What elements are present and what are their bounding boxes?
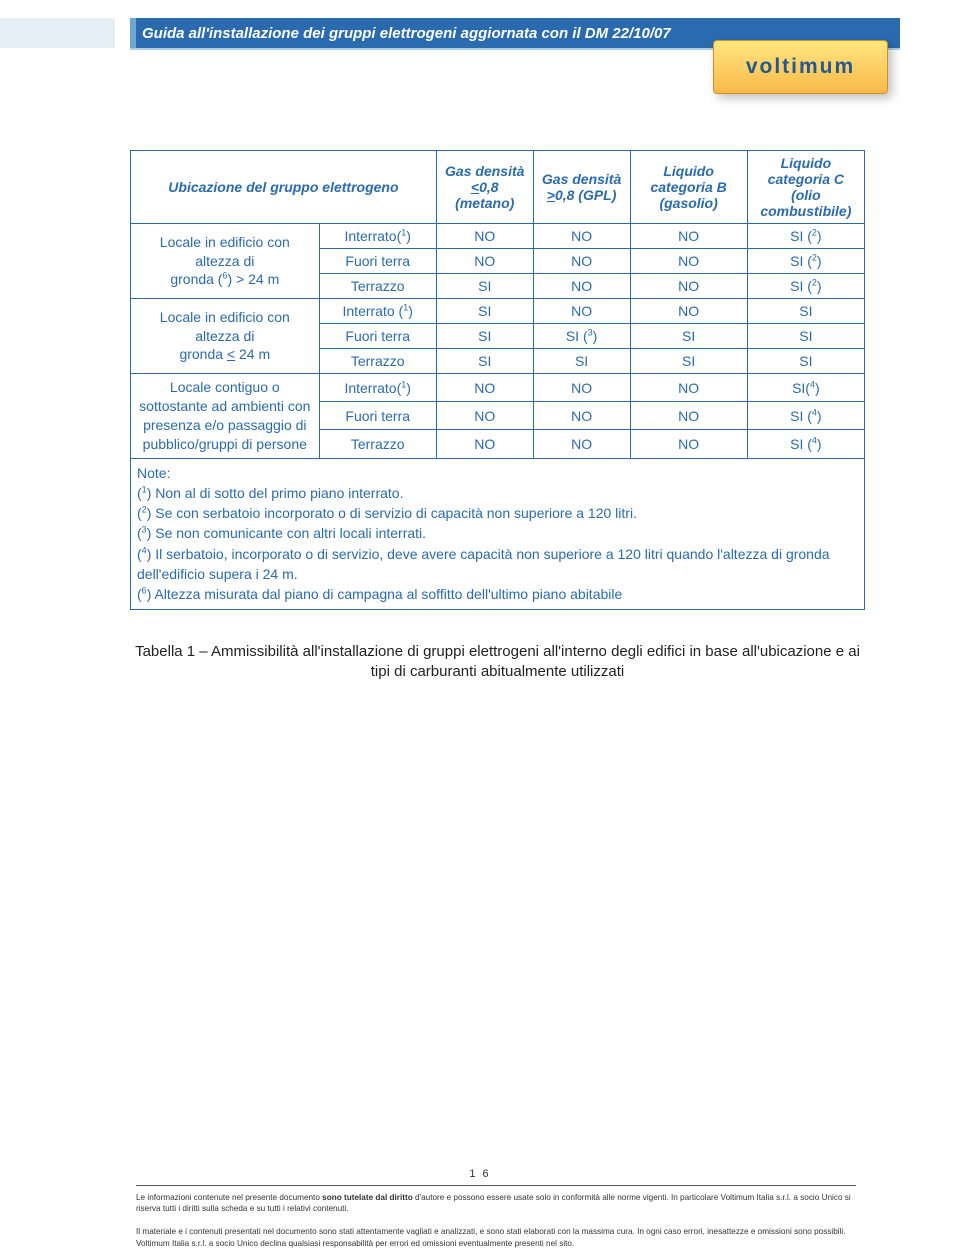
- value-cell: NO: [630, 249, 747, 274]
- type-cell: Fuori terra: [319, 324, 436, 349]
- location-cell: Locale in edificio con altezza digronda …: [131, 299, 320, 374]
- table-head: Ubicazione del gruppo elettrogeno Gas de…: [131, 151, 865, 224]
- value-cell: SI (4): [747, 402, 864, 430]
- type-cell: Fuori terra: [319, 249, 436, 274]
- value-cell: SI (3): [533, 324, 630, 349]
- value-cell: NO: [533, 249, 630, 274]
- value-cell: NO: [630, 374, 747, 402]
- value-cell: NO: [630, 430, 747, 458]
- document-title: Guida all'installazione dei gruppi elett…: [142, 25, 671, 42]
- notes-cell: Note:(1) Non al di sotto del primo piano…: [131, 458, 865, 609]
- notes-row: Note:(1) Non al di sotto del primo piano…: [131, 458, 865, 609]
- value-cell: NO: [533, 274, 630, 299]
- value-cell: NO: [436, 430, 533, 458]
- location-cell: Locale contiguo o sottostante ad ambient…: [131, 374, 320, 459]
- type-cell: Interrato (1): [319, 299, 436, 324]
- footer-p2: Il materiale e i contenuti presentati ne…: [136, 1227, 846, 1247]
- value-cell: SI: [436, 349, 533, 374]
- table-row: Locale contiguo o sottostante ad ambient…: [131, 374, 865, 402]
- th-liquid-b: Liquido categoria B (gasolio): [630, 151, 747, 224]
- th-liquid-c: Liquido categoria C (olio combustibile): [747, 151, 864, 224]
- type-cell: Fuori terra: [319, 402, 436, 430]
- page-content: Ubicazione del gruppo elettrogeno Gas de…: [130, 150, 865, 682]
- value-cell: NO: [533, 430, 630, 458]
- table-header-row: Ubicazione del gruppo elettrogeno Gas de…: [131, 151, 865, 224]
- value-cell: NO: [533, 402, 630, 430]
- value-cell: NO: [630, 402, 747, 430]
- value-cell: NO: [436, 374, 533, 402]
- value-cell: SI (4): [747, 430, 864, 458]
- value-cell: NO: [436, 249, 533, 274]
- value-cell: SI: [533, 349, 630, 374]
- value-cell: SI: [436, 274, 533, 299]
- table-body: Locale in edificio con altezza digronda …: [131, 224, 865, 610]
- value-cell: SI: [747, 324, 864, 349]
- value-cell: SI(4): [747, 374, 864, 402]
- footer-disclaimer: Le informazioni contenute nel presente d…: [136, 1192, 856, 1249]
- value-cell: SI: [436, 299, 533, 324]
- page-number: 1 6: [0, 1168, 960, 1180]
- brand-logo: voltimum: [713, 40, 888, 94]
- type-cell: Terrazzo: [319, 274, 436, 299]
- value-cell: NO: [436, 402, 533, 430]
- footer-p1-b: sono tutelate dal diritto: [322, 1193, 413, 1202]
- value-cell: NO: [436, 224, 533, 249]
- th-gas-gt08: Gas densità >0,8 (GPL): [533, 151, 630, 224]
- table-caption: Tabella 1 – Ammissibilità all'installazi…: [130, 642, 865, 683]
- footer-p1-a: Le informazioni contenute nel presente d…: [136, 1193, 322, 1202]
- value-cell: NO: [630, 299, 747, 324]
- value-cell: NO: [630, 274, 747, 299]
- admissibility-table: Ubicazione del gruppo elettrogeno Gas de…: [130, 150, 865, 610]
- table-row: Locale in edificio con altezza digronda …: [131, 224, 865, 249]
- header-left-block: [0, 18, 115, 48]
- type-cell: Interrato(1): [319, 224, 436, 249]
- value-cell: NO: [533, 299, 630, 324]
- type-cell: Terrazzo: [319, 349, 436, 374]
- type-cell: Interrato(1): [319, 374, 436, 402]
- footer-rule: [136, 1185, 856, 1186]
- table-row: Locale in edificio con altezza digronda …: [131, 299, 865, 324]
- value-cell: SI: [630, 324, 747, 349]
- value-cell: SI: [747, 349, 864, 374]
- th-location: Ubicazione del gruppo elettrogeno: [131, 151, 437, 224]
- value-cell: SI (2): [747, 249, 864, 274]
- value-cell: SI (2): [747, 274, 864, 299]
- location-cell: Locale in edificio con altezza digronda …: [131, 224, 320, 299]
- value-cell: NO: [533, 224, 630, 249]
- value-cell: SI (2): [747, 224, 864, 249]
- value-cell: SI: [436, 324, 533, 349]
- value-cell: SI: [747, 299, 864, 324]
- value-cell: NO: [630, 224, 747, 249]
- value-cell: NO: [533, 374, 630, 402]
- brand-logo-text: voltimum: [746, 55, 855, 79]
- th-gas-lt08: Gas densità <0,8 (metano): [436, 151, 533, 224]
- type-cell: Terrazzo: [319, 430, 436, 458]
- value-cell: SI: [630, 349, 747, 374]
